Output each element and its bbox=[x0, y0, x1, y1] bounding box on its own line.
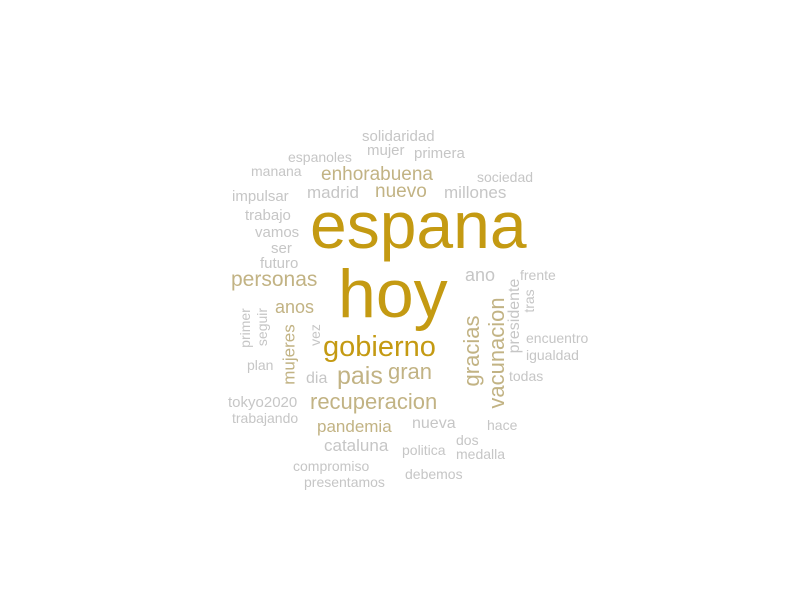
word-dos: dos bbox=[456, 432, 479, 448]
word-vamos: vamos bbox=[255, 224, 300, 241]
word-vez: vez bbox=[307, 324, 323, 346]
word-personas: personas bbox=[231, 268, 318, 291]
word-manana: manana bbox=[251, 163, 302, 179]
word-encuentro: encuentro bbox=[526, 330, 589, 346]
word-tras: tras bbox=[521, 289, 537, 313]
word-debemos: debemos bbox=[405, 466, 463, 482]
word-cataluna: cataluna bbox=[324, 436, 389, 455]
word-espanoles: espanoles bbox=[288, 149, 352, 165]
word-dia: dia bbox=[306, 370, 328, 387]
word-sociedad: sociedad bbox=[477, 169, 534, 185]
word-mujer: mujer bbox=[367, 142, 405, 159]
word-politica: politica bbox=[402, 442, 446, 458]
word-ser: ser bbox=[271, 240, 292, 257]
word-primer: primer bbox=[237, 308, 253, 348]
word-primera: primera bbox=[414, 145, 465, 162]
word-presidente: presidente bbox=[506, 278, 523, 354]
word-medalla: medalla bbox=[456, 446, 506, 462]
word-compromiso: compromiso bbox=[293, 458, 370, 474]
word-vacunacion: vacunacion bbox=[484, 297, 509, 409]
word-pandemia: pandemia bbox=[317, 417, 392, 436]
word-millones: millones bbox=[444, 183, 507, 202]
word-pais: pais bbox=[337, 362, 383, 390]
word-recuperacion: recuperacion bbox=[310, 389, 438, 414]
word-solidaridad: solidaridad bbox=[362, 128, 435, 145]
word-todas: todas bbox=[509, 368, 544, 384]
word-anos: anos bbox=[275, 297, 315, 317]
word-gracias: gracias bbox=[459, 315, 484, 387]
word-hace: hace bbox=[487, 417, 518, 433]
word-impulsar: impulsar bbox=[232, 188, 289, 205]
word-presentamos: presentamos bbox=[304, 474, 385, 490]
word-nuevo: nuevo bbox=[375, 181, 427, 202]
word-enhorabuena: enhorabuena bbox=[321, 164, 433, 185]
word-ano: ano bbox=[465, 265, 496, 285]
word-gobierno: gobierno bbox=[323, 331, 436, 363]
word-hoy: hoy bbox=[338, 256, 448, 332]
word-frente: frente bbox=[520, 267, 556, 283]
word-trabajo: trabajo bbox=[245, 207, 291, 224]
word-madrid: madrid bbox=[307, 183, 359, 202]
word-seguir: seguir bbox=[254, 307, 270, 347]
word-igualdad: igualdad bbox=[526, 347, 579, 363]
word-mujeres: mujeres bbox=[279, 324, 299, 385]
word-espana: espana bbox=[310, 188, 527, 262]
word-plan: plan bbox=[247, 357, 274, 373]
word-tokyo2020: tokyo2020 bbox=[228, 394, 298, 411]
word-trabajando: trabajando bbox=[232, 410, 299, 426]
word-gran: gran bbox=[388, 359, 433, 384]
word-futuro: futuro bbox=[260, 255, 299, 272]
word-nueva: nueva bbox=[412, 415, 456, 432]
